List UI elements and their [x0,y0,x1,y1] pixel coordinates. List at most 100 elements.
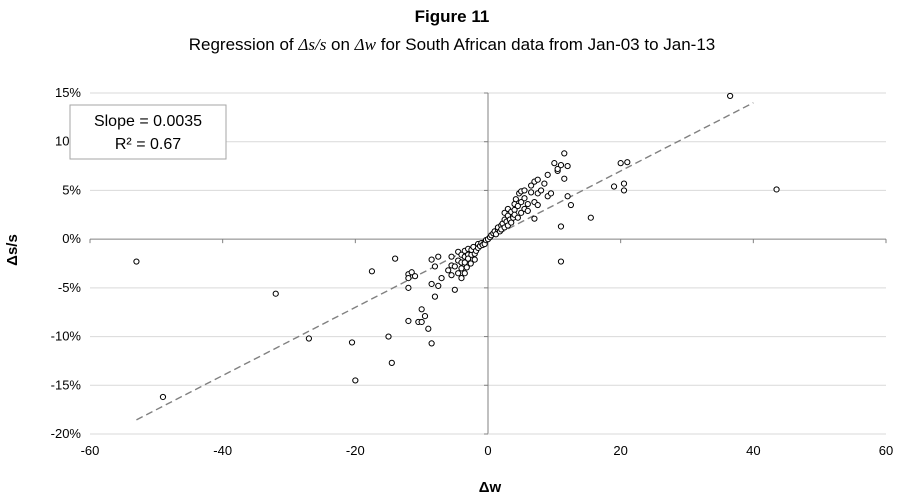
y-axis-label: Δs/s [4,234,21,266]
data-point [514,202,521,210]
x-axis-label: Δw [479,479,502,496]
data-point [534,201,541,209]
x-tick-label: -20 [346,443,365,458]
y-tick-label: 5% [62,182,81,197]
data-point [617,160,624,167]
y-tick-label: -15% [51,377,82,392]
data-point [405,284,412,291]
x-tick-label: 20 [613,443,627,458]
data-point [567,201,575,209]
y-tick-label: 15% [55,85,81,100]
chart-subtitle: Regression of Δs/s on Δw for South Afric… [189,35,716,54]
data-point [431,293,439,300]
data-point [455,270,462,277]
data-point [272,290,279,297]
subtitle-expr2: Δw [354,35,377,54]
data-point [448,272,455,279]
data-point [425,325,432,332]
data-point [368,268,376,275]
data-point [541,180,548,187]
subtitle-prefix: Regression of [189,35,299,54]
data-point [564,162,571,170]
data-point [445,267,452,274]
chart-title: Figure 11 [415,7,490,26]
data-point [727,92,734,100]
data-point [352,377,359,384]
data-point [448,253,455,260]
data-point [418,318,425,326]
data-point [435,253,442,260]
trendline-group [136,102,754,421]
data-point [518,209,525,216]
data-point [467,260,474,267]
data-point [537,187,545,194]
y-tick-label: -20% [51,426,82,441]
data-point [587,214,594,221]
data-point [451,286,458,293]
data-point [557,258,565,265]
data-point [524,200,531,208]
data-point [405,275,412,282]
data-point [554,165,561,173]
data-point [528,182,535,189]
data-point [610,183,618,190]
x-tick-label: 40 [746,443,760,458]
data-point [518,199,525,206]
data-point [461,270,468,277]
data-point [557,223,565,230]
annotation-box [69,104,227,160]
data-point [561,175,568,182]
data-point [471,256,478,263]
regression-annotation: Slope = 0.0035 R² = 0.67 [69,104,227,160]
data-point [385,333,392,340]
data-point [524,207,531,214]
data-point [431,263,439,270]
data-point [512,196,519,203]
data-point [557,161,565,169]
points-group [133,92,780,401]
y-tick-label: 0% [62,231,81,246]
data-point [405,317,412,325]
x-tick-label: -60 [81,443,100,458]
data-point [438,275,445,282]
data-point [620,187,628,194]
subtitle-expr1: Δs/s [297,35,326,54]
subtitle-suffix: for South African data from Jan-03 to Ja… [376,35,715,54]
data-point [773,186,780,193]
data-point [159,393,167,401]
data-point [624,159,631,166]
x-tick-label: 60 [879,443,893,458]
y-tick-label: -10% [51,329,82,344]
data-point [305,335,312,342]
data-point [428,340,435,347]
data-point [133,258,140,265]
data-point [620,180,628,187]
data-point [348,339,356,346]
data-point [564,193,571,200]
data-point [458,265,465,272]
data-point [428,256,435,263]
data-point [534,176,541,183]
data-point [463,264,470,271]
x-tick-label: -40 [213,443,232,458]
data-point [551,160,558,167]
data-point [411,273,419,280]
data-point [421,313,429,320]
axes [89,92,887,435]
data-point [514,214,521,221]
data-point [544,171,551,178]
data-point [561,150,568,157]
data-point [388,359,395,366]
data-point [521,195,528,202]
data-point [458,275,465,282]
data-point [531,215,538,222]
data-point [521,187,528,194]
data-point [408,269,415,276]
subtitle-mid: on [326,35,354,54]
annotation-slope: Slope = 0.0035 [94,113,202,130]
data-point [547,190,555,197]
annotation-r2: R² = 0.67 [115,136,181,153]
data-point [428,280,435,288]
data-point [392,255,399,262]
